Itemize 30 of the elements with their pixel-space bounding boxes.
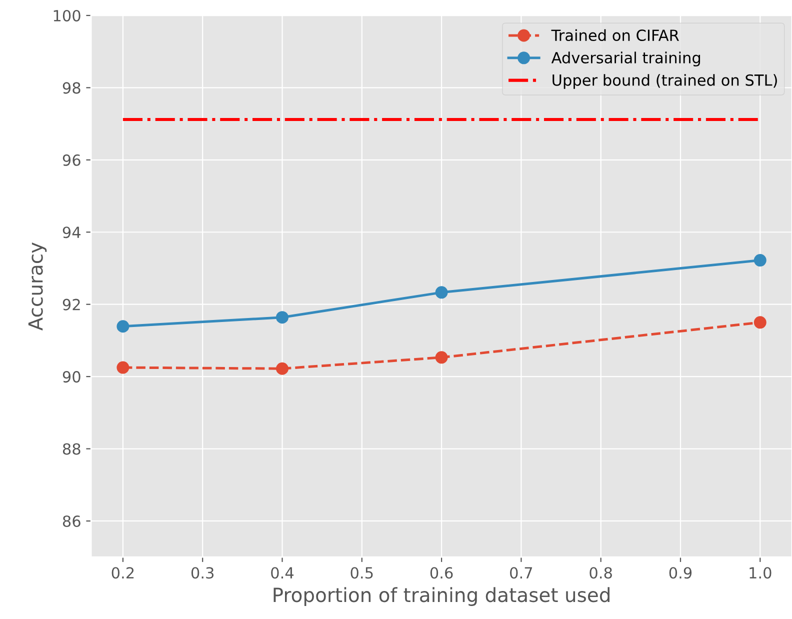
y-tick-label: 88	[62, 443, 80, 455]
y-tick-label: 98	[62, 82, 80, 94]
legend-label: Trained on CIFAR	[551, 29, 679, 42]
point	[754, 254, 766, 267]
point	[754, 316, 766, 329]
x-axis-title: Proportion of training dataset used	[274, 587, 610, 606]
point	[276, 311, 288, 324]
y-tick-label: 90	[62, 371, 80, 383]
y-tick-label: 94	[62, 226, 80, 238]
y-tick-label: 92	[62, 298, 80, 310]
x-tick-label: 1.0	[750, 567, 772, 579]
point	[116, 361, 130, 374]
x-tick-label: 0.3	[191, 567, 214, 579]
x-tick-label: 0.8	[590, 567, 612, 579]
y-tick-label: 96	[62, 154, 80, 166]
point	[116, 320, 130, 333]
point	[276, 362, 288, 375]
point	[435, 286, 448, 299]
x-tick-label: 0.6	[430, 567, 453, 579]
x-tick-label: 0.4	[271, 567, 294, 579]
x-tick-label: 0.5	[350, 567, 373, 579]
y-axis-title: Accuracy	[28, 242, 47, 331]
x-tick-label: 0.7	[510, 567, 532, 579]
legend-label: Upper bound (trained on STL)	[552, 74, 777, 89]
x-tick-label: 0.9	[669, 567, 692, 579]
y-tick-label: 86	[62, 515, 80, 528]
y-tick-label: 100	[54, 10, 80, 22]
point	[435, 351, 448, 364]
x-tick-label: 0.2	[112, 567, 134, 579]
legend-label: Adversarial training	[551, 52, 700, 66]
